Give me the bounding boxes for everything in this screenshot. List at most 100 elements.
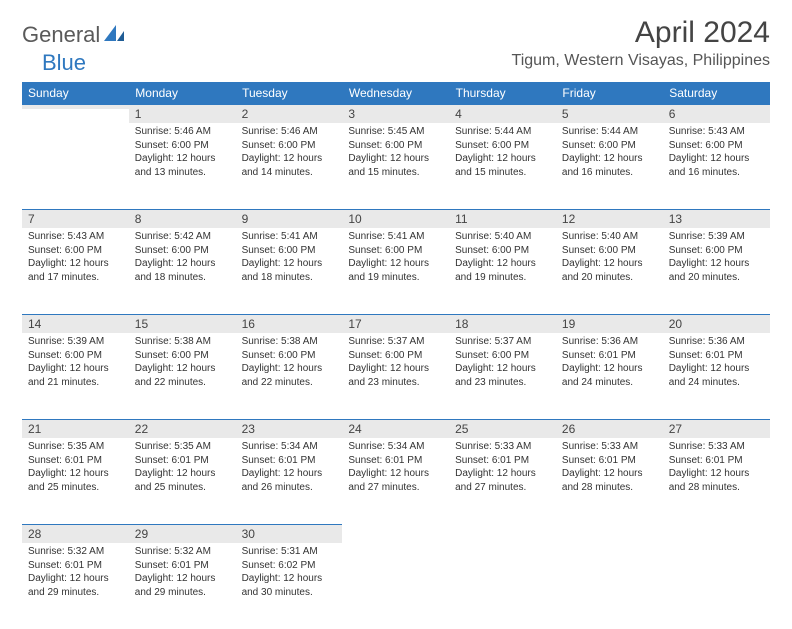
- day-content: Sunrise: 5:32 AMSunset: 6:01 PMDaylight:…: [129, 543, 236, 603]
- day-cell: Sunrise: 5:42 AMSunset: 6:00 PMDaylight:…: [129, 228, 236, 314]
- day-content: Sunrise: 5:38 AMSunset: 6:00 PMDaylight:…: [129, 333, 236, 393]
- day-number: 26: [556, 419, 663, 438]
- column-header: Wednesday: [342, 82, 449, 104]
- day-number: 21: [22, 419, 129, 438]
- day-content: Sunrise: 5:37 AMSunset: 6:00 PMDaylight:…: [449, 333, 556, 393]
- day-number: 30: [236, 524, 343, 543]
- day-number: [342, 524, 449, 528]
- day-content: Sunrise: 5:36 AMSunset: 6:01 PMDaylight:…: [556, 333, 663, 393]
- day-cell: [556, 543, 663, 629]
- day-cell: Sunrise: 5:46 AMSunset: 6:00 PMDaylight:…: [129, 123, 236, 209]
- day-content: Sunrise: 5:44 AMSunset: 6:00 PMDaylight:…: [449, 123, 556, 183]
- day-number: 12: [556, 209, 663, 228]
- day-cell: Sunrise: 5:37 AMSunset: 6:00 PMDaylight:…: [449, 333, 556, 419]
- day-content: Sunrise: 5:40 AMSunset: 6:00 PMDaylight:…: [449, 228, 556, 288]
- day-content: Sunrise: 5:45 AMSunset: 6:00 PMDaylight:…: [342, 123, 449, 183]
- month-title: April 2024: [512, 16, 770, 50]
- day-content: Sunrise: 5:46 AMSunset: 6:00 PMDaylight:…: [129, 123, 236, 183]
- day-number: 18: [449, 314, 556, 333]
- day-cell: Sunrise: 5:43 AMSunset: 6:00 PMDaylight:…: [22, 228, 129, 314]
- day-number: 7: [22, 209, 129, 228]
- day-content: Sunrise: 5:35 AMSunset: 6:01 PMDaylight:…: [129, 438, 236, 498]
- day-number: [663, 524, 770, 528]
- day-number: [556, 524, 663, 528]
- day-cell: Sunrise: 5:40 AMSunset: 6:00 PMDaylight:…: [556, 228, 663, 314]
- day-number: [22, 104, 129, 109]
- day-content: Sunrise: 5:33 AMSunset: 6:01 PMDaylight:…: [663, 438, 770, 498]
- day-number: 8: [129, 209, 236, 228]
- day-content: Sunrise: 5:37 AMSunset: 6:00 PMDaylight:…: [342, 333, 449, 393]
- day-number: 28: [22, 524, 129, 543]
- day-content: Sunrise: 5:36 AMSunset: 6:01 PMDaylight:…: [663, 333, 770, 393]
- day-cell: Sunrise: 5:44 AMSunset: 6:00 PMDaylight:…: [449, 123, 556, 209]
- day-cell: Sunrise: 5:38 AMSunset: 6:00 PMDaylight:…: [129, 333, 236, 419]
- day-number: 25: [449, 419, 556, 438]
- column-header: Friday: [556, 82, 663, 104]
- column-header: Tuesday: [236, 82, 343, 104]
- day-number: 24: [342, 419, 449, 438]
- title-block: April 2024 Tigum, Western Visayas, Phili…: [512, 16, 770, 70]
- day-cell: Sunrise: 5:31 AMSunset: 6:02 PMDaylight:…: [236, 543, 343, 629]
- day-number: 11: [449, 209, 556, 228]
- day-content: Sunrise: 5:41 AMSunset: 6:00 PMDaylight:…: [342, 228, 449, 288]
- day-content: Sunrise: 5:33 AMSunset: 6:01 PMDaylight:…: [556, 438, 663, 498]
- day-number: 29: [129, 524, 236, 543]
- day-number: 20: [663, 314, 770, 333]
- day-cell: Sunrise: 5:44 AMSunset: 6:00 PMDaylight:…: [556, 123, 663, 209]
- day-cell: Sunrise: 5:33 AMSunset: 6:01 PMDaylight:…: [556, 438, 663, 524]
- day-content: Sunrise: 5:38 AMSunset: 6:00 PMDaylight:…: [236, 333, 343, 393]
- day-cell: Sunrise: 5:38 AMSunset: 6:00 PMDaylight:…: [236, 333, 343, 419]
- day-content: Sunrise: 5:39 AMSunset: 6:00 PMDaylight:…: [22, 333, 129, 393]
- day-number: 5: [556, 104, 663, 123]
- day-content: Sunrise: 5:40 AMSunset: 6:00 PMDaylight:…: [556, 228, 663, 288]
- day-number: 3: [342, 104, 449, 123]
- day-number: 2: [236, 104, 343, 123]
- column-header: Thursday: [449, 82, 556, 104]
- day-content: Sunrise: 5:46 AMSunset: 6:00 PMDaylight:…: [236, 123, 343, 183]
- day-number: 6: [663, 104, 770, 123]
- brand-part2: Blue: [42, 50, 86, 76]
- day-number: 15: [129, 314, 236, 333]
- day-number: 9: [236, 209, 343, 228]
- day-number: 16: [236, 314, 343, 333]
- day-cell: Sunrise: 5:34 AMSunset: 6:01 PMDaylight:…: [236, 438, 343, 524]
- day-cell: [663, 543, 770, 629]
- day-number: 27: [663, 419, 770, 438]
- day-number: 10: [342, 209, 449, 228]
- calendar-head: SundayMondayTuesdayWednesdayThursdayFrid…: [22, 82, 770, 104]
- day-number: 4: [449, 104, 556, 123]
- location: Tigum, Western Visayas, Philippines: [512, 52, 770, 70]
- day-content: Sunrise: 5:43 AMSunset: 6:00 PMDaylight:…: [22, 228, 129, 288]
- day-cell: Sunrise: 5:40 AMSunset: 6:00 PMDaylight:…: [449, 228, 556, 314]
- day-cell: Sunrise: 5:36 AMSunset: 6:01 PMDaylight:…: [556, 333, 663, 419]
- day-cell: Sunrise: 5:41 AMSunset: 6:00 PMDaylight:…: [236, 228, 343, 314]
- day-number: 13: [663, 209, 770, 228]
- day-cell: Sunrise: 5:36 AMSunset: 6:01 PMDaylight:…: [663, 333, 770, 419]
- day-content: Sunrise: 5:32 AMSunset: 6:01 PMDaylight:…: [22, 543, 129, 603]
- day-content: Sunrise: 5:39 AMSunset: 6:00 PMDaylight:…: [663, 228, 770, 288]
- day-content: Sunrise: 5:44 AMSunset: 6:00 PMDaylight:…: [556, 123, 663, 183]
- day-cell: Sunrise: 5:45 AMSunset: 6:00 PMDaylight:…: [342, 123, 449, 209]
- day-cell: Sunrise: 5:33 AMSunset: 6:01 PMDaylight:…: [449, 438, 556, 524]
- day-content: Sunrise: 5:34 AMSunset: 6:01 PMDaylight:…: [236, 438, 343, 498]
- day-number: 23: [236, 419, 343, 438]
- day-number: 22: [129, 419, 236, 438]
- column-header: Saturday: [663, 82, 770, 104]
- day-cell: [449, 543, 556, 629]
- day-number: 19: [556, 314, 663, 333]
- page: General April 2024 Tigum, Western Visaya…: [0, 0, 792, 629]
- day-content: Sunrise: 5:41 AMSunset: 6:00 PMDaylight:…: [236, 228, 343, 288]
- day-cell: Sunrise: 5:35 AMSunset: 6:01 PMDaylight:…: [22, 438, 129, 524]
- day-content: Sunrise: 5:34 AMSunset: 6:01 PMDaylight:…: [342, 438, 449, 498]
- day-content: Sunrise: 5:35 AMSunset: 6:01 PMDaylight:…: [22, 438, 129, 498]
- calendar-body: 12 3456 Sunrise: 5:46 AMSunset: 6:00 PMDay…: [22, 104, 770, 629]
- day-cell: Sunrise: 5:46 AMSunset: 6:00 PMDaylight:…: [236, 123, 343, 209]
- day-content: Sunrise: 5:31 AMSunset: 6:02 PMDaylight:…: [236, 543, 343, 603]
- day-content: Sunrise: 5:42 AMSunset: 6:00 PMDaylight:…: [129, 228, 236, 288]
- day-cell: Sunrise: 5:34 AMSunset: 6:01 PMDaylight:…: [342, 438, 449, 524]
- day-cell: Sunrise: 5:43 AMSunset: 6:00 PMDaylight:…: [663, 123, 770, 209]
- day-cell: Sunrise: 5:33 AMSunset: 6:01 PMDaylight:…: [663, 438, 770, 524]
- brand-part1: General: [22, 22, 100, 48]
- column-header: Sunday: [22, 82, 129, 104]
- day-cell: Sunrise: 5:32 AMSunset: 6:01 PMDaylight:…: [22, 543, 129, 629]
